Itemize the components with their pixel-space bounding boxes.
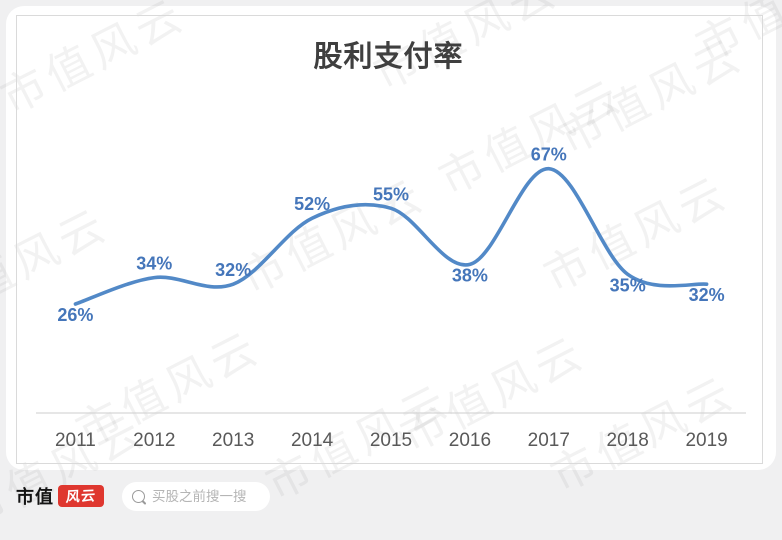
search-icon [132,489,145,503]
search-input[interactable] [152,488,260,504]
footer-bar: 市值 风云 [0,470,782,522]
chart-title: 股利支付率 [313,41,464,73]
brand-badge-text: 风云 [65,487,97,505]
brand-name-text: 市值 [16,487,54,507]
brand-logo: 市值 风云 [16,483,104,509]
chart-frame [16,15,763,464]
search-bar[interactable] [122,481,270,511]
brand-badge: 风云 [58,485,104,507]
